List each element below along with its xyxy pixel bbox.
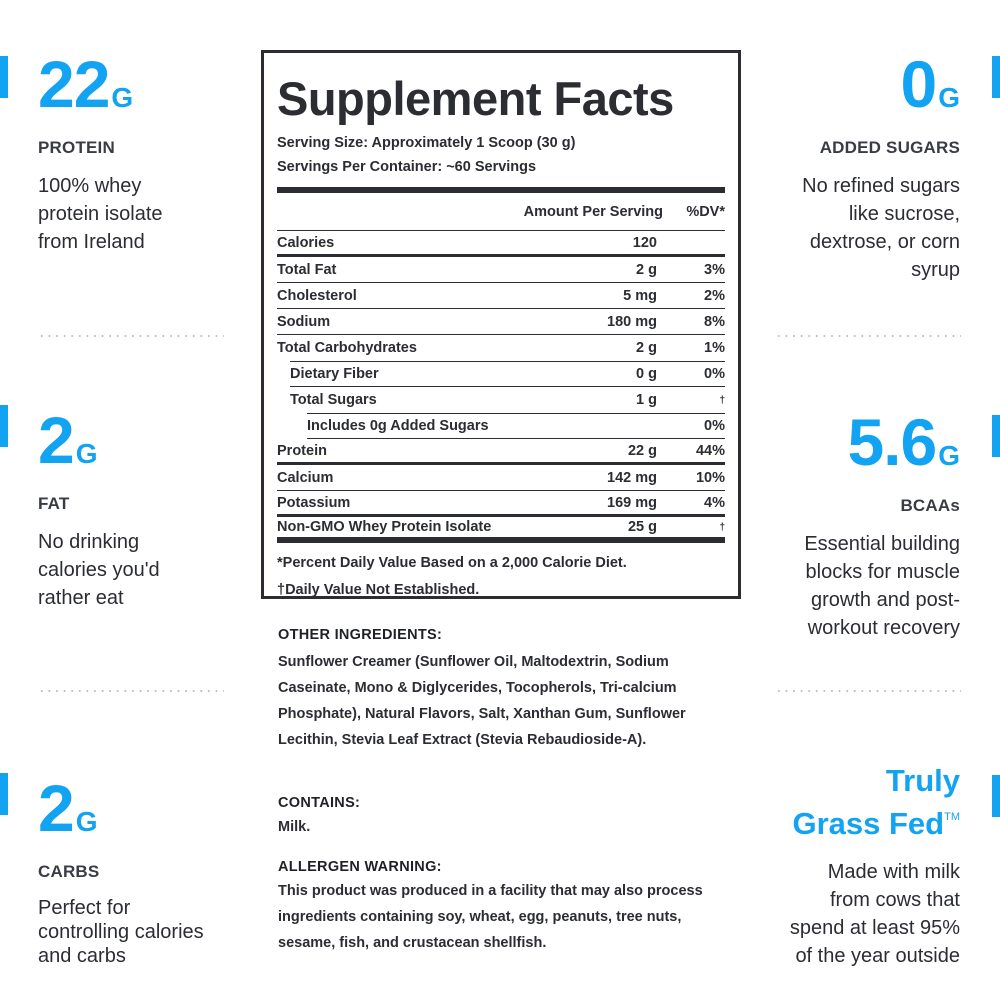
table-row: Protein 22 g 44%: [277, 439, 725, 465]
table-row: Potassium 169 mg 4%: [277, 491, 725, 517]
fat-value: 2G: [38, 403, 98, 477]
dotted-divider: [38, 690, 224, 692]
feature-grass-fed: Truly Grass FedTM Made with milk from co…: [740, 763, 960, 970]
accent-bar-protein: [0, 56, 8, 98]
table-row: Dietary Fiber 0 g 0%: [290, 361, 725, 387]
fat-label: FAT: [38, 494, 70, 513]
feature-added-sugars: 0G ADDED SUGARS No refined sugars like s…: [740, 47, 961, 284]
footnote-dv: *Percent Daily Value Based on a 2,000 Ca…: [277, 555, 627, 571]
feature-protein: 22G PROTEIN 100% whey protein isolate fr…: [38, 47, 238, 256]
feature-fat: 2G FAT No drinking calories you'd rather…: [38, 403, 238, 612]
carbs-label: CARBS: [38, 862, 100, 881]
table-row: Total Sugars 1 g †: [290, 392, 725, 408]
added-sugars-value: 0G: [900, 47, 961, 121]
contains-heading: CONTAINS:: [278, 795, 361, 811]
table-row: Includes 0g Added Sugars 0%: [307, 413, 725, 439]
footnote-dagger: †Daily Value Not Established.: [277, 582, 480, 598]
header-dv: %DV*: [686, 203, 725, 220]
trademark-symbol: TM: [944, 811, 960, 823]
bcaas-value: 5.6G: [847, 405, 960, 479]
facts-header-row: Amount Per Serving %DV*: [277, 193, 725, 231]
protein-label: PROTEIN: [38, 138, 115, 157]
carbs-value: 2G: [38, 771, 98, 845]
serving-size: Serving Size: Approximately 1 Scoop (30 …: [277, 135, 576, 151]
carbs-description: Perfect for controlling calories and car…: [38, 897, 204, 967]
added-sugars-label: ADDED SUGARS: [819, 138, 960, 157]
other-ingredients-text: Sunflower Creamer (Sunflower Oil, Maltod…: [278, 654, 686, 748]
table-row: Cholesterol 5 mg 2%: [277, 283, 725, 309]
contains-section: CONTAINS: Milk.: [278, 792, 738, 840]
accent-bar-carbs: [0, 773, 8, 815]
facts-title: Supplement Facts: [277, 72, 674, 125]
table-row: Total Carbohydrates 2 g 1%: [277, 340, 725, 356]
feature-carbs: 2G CARBS Perfect for controlling calorie…: [38, 771, 238, 968]
table-row: Calcium 142 mg 10%: [277, 465, 725, 491]
accent-bar-added-sugars: [992, 56, 1000, 98]
dotted-divider: [775, 690, 961, 692]
grass-fed-title: Truly Grass FedTM: [792, 763, 960, 841]
table-row: Sodium 180 mg 8%: [277, 309, 725, 335]
table-row: Non-GMO Whey Protein Isolate 25 g †: [277, 517, 725, 543]
allergen-warning-section: ALLERGEN WARNING: This product was produ…: [278, 856, 738, 956]
fat-description: No drinking calories you'd rather eat: [38, 531, 160, 609]
accent-bar-grass-fed: [992, 775, 1000, 817]
other-ingredients-heading: OTHER INGREDIENTS:: [278, 627, 443, 643]
bcaas-label: BCAAs: [900, 496, 960, 515]
thick-rule: [277, 187, 725, 193]
table-row: Total Fat 2 g 3%: [277, 257, 725, 283]
bcaas-description: Essential building blocks for muscle gro…: [804, 533, 960, 639]
dotted-divider: [38, 335, 224, 337]
dotted-divider: [775, 335, 961, 337]
table-row: Calories 120: [277, 231, 725, 257]
header-amount: Amount Per Serving: [523, 203, 663, 220]
supplement-facts-panel: Supplement Facts Serving Size: Approxima…: [261, 50, 741, 599]
protein-description: 100% whey protein isolate from Ireland: [38, 175, 163, 253]
allergen-warning-heading: ALLERGEN WARNING:: [278, 859, 442, 875]
grass-fed-description: Made with milk from cows that spend at l…: [789, 861, 960, 967]
added-sugars-description: No refined sugars like sucrose, dextrose…: [802, 175, 960, 281]
servings-per-container: Servings Per Container: ~60 Servings: [277, 159, 537, 175]
protein-value: 22G: [38, 47, 134, 121]
allergen-warning-text: This product was produced in a facility …: [278, 883, 703, 951]
feature-bcaas: 5.6G BCAAs Essential building blocks for…: [740, 405, 960, 642]
accent-bar-bcaas: [992, 415, 1000, 457]
contains-text: Milk.: [278, 819, 311, 835]
other-ingredients-section: OTHER INGREDIENTS: Sunflower Creamer (Su…: [278, 624, 738, 753]
accent-bar-fat: [0, 405, 8, 447]
